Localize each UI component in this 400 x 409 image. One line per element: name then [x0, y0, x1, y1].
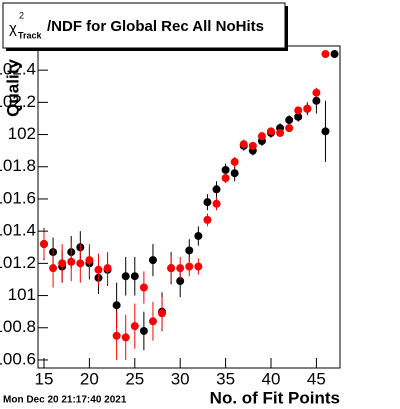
- point: [294, 106, 303, 115]
- point: [67, 257, 76, 266]
- y-tick-label: 100.6: [0, 349, 36, 368]
- point: [330, 50, 339, 59]
- y-axis-label: Quality: [3, 59, 22, 117]
- x-tick-label: 35: [216, 369, 235, 388]
- x-axis-label: No. of Fit Points: [210, 388, 340, 407]
- y-tick-label: 101.4: [0, 221, 36, 240]
- y-tick-label: 102: [8, 124, 36, 143]
- point: [194, 231, 203, 240]
- point: [294, 112, 303, 121]
- point: [121, 272, 130, 281]
- point: [312, 96, 321, 105]
- point: [321, 127, 330, 136]
- point: [85, 256, 94, 265]
- point: [49, 264, 58, 273]
- title-text: /NDF for Global Rec All NoHits: [47, 18, 264, 35]
- point: [185, 246, 194, 255]
- title-superscript: 2: [19, 10, 24, 20]
- point: [103, 264, 112, 273]
- y-tick-label: 102.2: [0, 92, 36, 111]
- point: [285, 124, 294, 133]
- point: [176, 264, 185, 273]
- point: [312, 88, 321, 97]
- x-tick-label: 30: [171, 369, 190, 388]
- point: [266, 127, 275, 136]
- point: [130, 272, 139, 281]
- y-tick-label: 101: [8, 285, 36, 304]
- y-tick-label: 102.4: [0, 60, 36, 79]
- frame: [37, 45, 341, 369]
- point: [112, 331, 121, 340]
- point: [76, 259, 85, 268]
- x-tick-label: 15: [35, 369, 54, 388]
- footer: Mon Dec 20 21:17:40 2021: [3, 395, 127, 406]
- point: [239, 140, 248, 149]
- point: [148, 317, 157, 326]
- point: [39, 240, 48, 249]
- x-tick-label: 25: [125, 369, 144, 388]
- plot-area: [39, 50, 339, 360]
- title-symbol: χ: [9, 20, 17, 37]
- point: [139, 283, 148, 292]
- x-tick-label: 45: [307, 369, 326, 388]
- point: [121, 333, 130, 342]
- title-subscript: Track: [18, 30, 43, 40]
- point: [321, 50, 330, 59]
- point: [212, 185, 221, 194]
- point: [285, 116, 294, 125]
- point: [148, 256, 157, 265]
- point: [139, 326, 148, 335]
- x-tick-label: 20: [80, 369, 99, 388]
- y-tick-label: 101.2: [0, 253, 36, 272]
- point: [185, 262, 194, 271]
- point: [167, 264, 176, 273]
- point: [158, 309, 167, 318]
- x-tick-label: 40: [262, 369, 281, 388]
- point: [130, 322, 139, 331]
- point: [221, 174, 230, 183]
- point: [230, 157, 239, 166]
- y-tick-label: 101.8: [0, 156, 36, 175]
- y-tick-label: 100.8: [0, 317, 36, 336]
- point: [248, 141, 257, 150]
- point: [212, 199, 221, 208]
- point: [230, 169, 239, 178]
- point: [221, 165, 230, 174]
- point: [194, 262, 203, 271]
- point: [276, 128, 285, 137]
- point: [257, 132, 266, 141]
- point: [203, 215, 212, 224]
- point: [58, 259, 67, 268]
- point: [94, 265, 103, 274]
- title-box: [2, 2, 286, 49]
- y-tick-label: 101.6: [0, 188, 36, 207]
- point: [176, 277, 185, 286]
- point: [203, 198, 212, 207]
- point: [303, 104, 312, 113]
- point: [112, 301, 121, 310]
